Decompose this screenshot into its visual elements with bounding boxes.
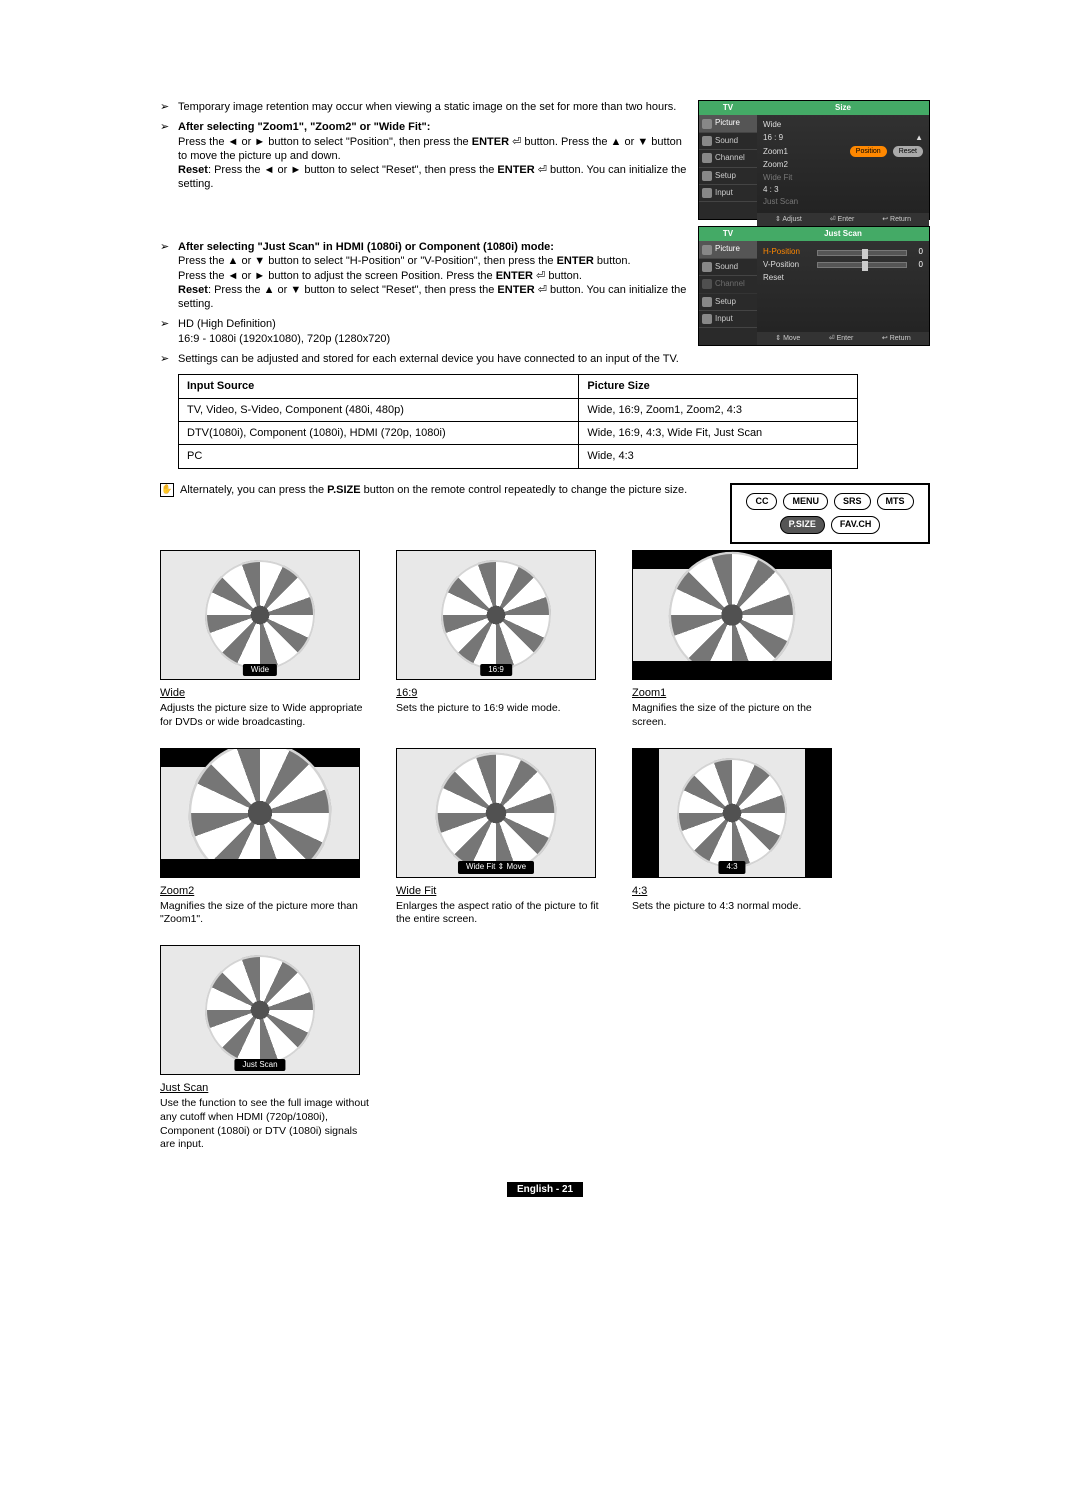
osd1-pill-reset: Reset [893, 146, 923, 157]
remote-menu: MENU [783, 493, 828, 511]
page-footer: English - 21 [160, 1182, 930, 1196]
remote-favch: FAV.CH [831, 516, 881, 534]
osd2-vpos: V-Position [763, 260, 813, 270]
osd1-channel: Channel [715, 153, 745, 163]
osd2-channel: Channel [715, 279, 745, 289]
note-zoom: ➢ After selecting "Zoom1", "Zoom2" or "W… [160, 120, 688, 191]
osd1-sound: Sound [715, 136, 738, 146]
osd1-title: Size [757, 101, 929, 115]
osd1-foot-return: ↩ Return [882, 215, 911, 224]
osd1-setup: Setup [715, 171, 736, 181]
osd2-tv: TV [699, 227, 757, 241]
osd-justscan-panel: TV Picture Sound Channel Setup Input Jus… [698, 226, 930, 346]
osd1-foot-enter: ⏎ Enter [830, 215, 855, 224]
osd1-opt-169: 16 : 9 [763, 133, 783, 143]
table-h1: Input Source [179, 375, 579, 398]
osd1-picture: Picture [715, 118, 740, 128]
osd2-sound: Sound [715, 262, 738, 272]
input-size-table: Input Source Picture Size TV, Video, S-V… [178, 374, 858, 468]
tip-icon: ✋ [160, 483, 174, 497]
mode-169: 16:9 16:9 Sets the picture to 16:9 wide … [396, 550, 606, 730]
osd1-opt-justscan: Just Scan [763, 196, 923, 208]
remote-psize: P.SIZE [780, 516, 825, 534]
mode-zoom1: Zoom1 ⇕ Move Zoom1 Magnifies the size of… [632, 550, 842, 730]
mode-43: 4:3 4:3 Sets the picture to 4:3 normal m… [632, 748, 842, 928]
table-r2c1: DTV(1080i), Component (1080i), HDMI (720… [179, 421, 579, 444]
note-hd: ➢ HD (High Definition) 16:9 - 1080i (192… [160, 317, 688, 346]
mode-justscan: Just Scan Just Scan Use the function to … [160, 945, 370, 1152]
osd1-tv: TV [699, 101, 757, 115]
note-retention: ➢ Temporary image retention may occur wh… [160, 100, 688, 114]
table-r3c2: Wide, 4:3 [579, 445, 858, 468]
osd1-pill-position: Position [850, 146, 887, 157]
mode-grid: Wide Wide Adjusts the picture size to Wi… [160, 550, 930, 1152]
osd1-opt-widefit: Wide Fit [763, 172, 923, 184]
osd2-reset: Reset [763, 272, 923, 284]
mode-widefit: Wide Fit ⇕ Move Wide Fit Enlarges the as… [396, 748, 606, 928]
osd2-picture: Picture [715, 244, 740, 254]
osd2-setup: Setup [715, 297, 736, 307]
osd2-hpos: H-Position [763, 247, 813, 257]
remote-mts: MTS [877, 493, 914, 511]
table-r1c2: Wide, 16:9, Zoom1, Zoom2, 4:3 [579, 398, 858, 421]
osd1-arrow: ▲ [915, 133, 923, 143]
table-r1c1: TV, Video, S-Video, Component (480i, 480… [179, 398, 579, 421]
osd2-foot-return: ↩ Return [882, 334, 911, 343]
table-h2: Picture Size [579, 375, 858, 398]
table-r3c1: PC [179, 445, 579, 468]
remote-srs: SRS [834, 493, 871, 511]
table-r2c2: Wide, 16:9, 4:3, Wide Fit, Just Scan [579, 421, 858, 444]
mode-zoom2: Zoom2 ⇕ Move Zoom2 Magnifies the size of… [160, 748, 370, 928]
osd1-input: Input [715, 188, 733, 198]
note-justscan: ➢ After selecting "Just Scan" in HDMI (1… [160, 240, 688, 311]
osd1-foot-adjust: ⇕ Adjust [775, 215, 802, 224]
osd2-input: Input [715, 314, 733, 324]
osd-size-panel: TV Picture Sound Channel Setup Input Siz… [698, 100, 930, 220]
osd2-foot-enter: ⏎ Enter [829, 334, 854, 343]
note-settings: ➢ Settings can be adjusted and stored fo… [160, 352, 930, 366]
osd1-opt-wide: Wide [763, 119, 923, 131]
mode-wide: Wide Wide Adjusts the picture size to Wi… [160, 550, 370, 730]
remote-cc: CC [746, 493, 777, 511]
zoom-title: After selecting "Zoom1", "Zoom2" or "Wid… [178, 121, 430, 133]
osd1-opt-zoom1: Zoom1 [763, 146, 788, 158]
psize-tip: ✋ Alternately, you can press the P.SIZE … [160, 483, 720, 497]
osd2-title: Just Scan [757, 227, 929, 241]
justscan-title: After selecting "Just Scan" in HDMI (108… [178, 241, 554, 253]
osd1-opt-zoom2: Zoom2 [763, 159, 923, 171]
osd2-foot-move: ⇕ Move [775, 334, 800, 343]
osd1-opt-43: 4 : 3 [763, 184, 923, 196]
remote-diagram: CC MENU SRS MTS P.SIZE FAV.CH [730, 483, 930, 544]
